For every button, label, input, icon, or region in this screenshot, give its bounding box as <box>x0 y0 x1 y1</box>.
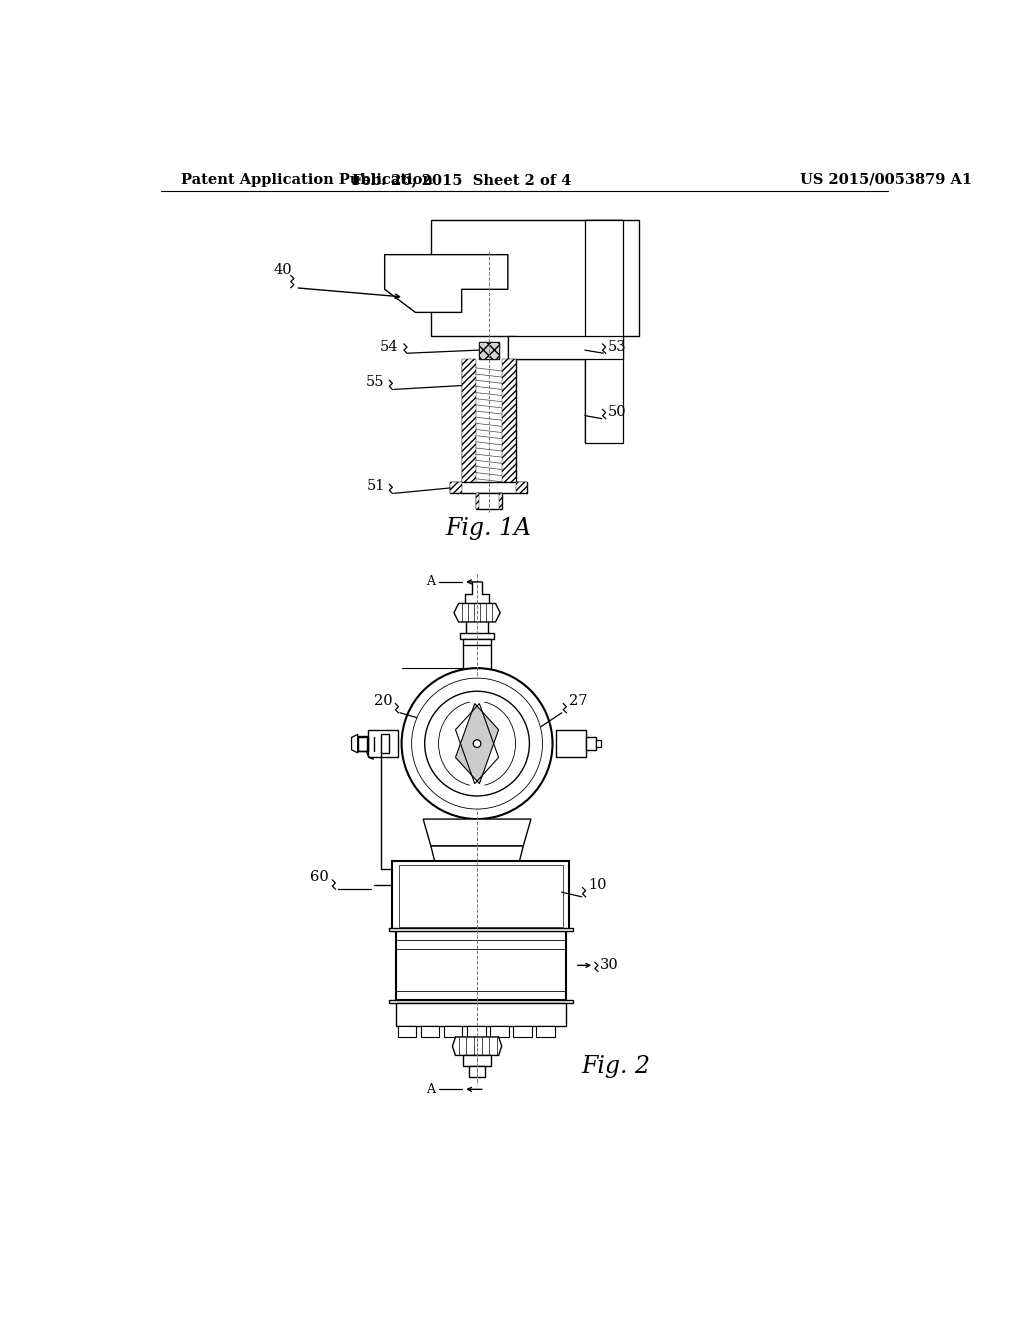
Polygon shape <box>460 634 494 639</box>
Polygon shape <box>508 335 624 359</box>
Text: Fig. 1A: Fig. 1A <box>445 516 531 540</box>
Polygon shape <box>454 603 500 622</box>
Polygon shape <box>431 220 639 359</box>
Polygon shape <box>508 335 624 359</box>
Polygon shape <box>499 494 502 508</box>
Text: 51: 51 <box>367 479 385 492</box>
Text: 40: 40 <box>273 263 292 277</box>
Polygon shape <box>431 846 523 862</box>
Polygon shape <box>381 734 388 752</box>
Polygon shape <box>537 1026 555 1038</box>
Circle shape <box>401 668 553 818</box>
Circle shape <box>425 692 529 796</box>
Text: 27: 27 <box>569 694 588 709</box>
Text: 10: 10 <box>589 878 607 891</box>
Circle shape <box>412 678 543 809</box>
Polygon shape <box>385 255 508 313</box>
Polygon shape <box>369 730 397 758</box>
Text: 55: 55 <box>367 375 385 388</box>
Polygon shape <box>431 220 639 359</box>
Text: 60: 60 <box>310 870 330 884</box>
Polygon shape <box>456 704 499 784</box>
Polygon shape <box>596 739 601 747</box>
Polygon shape <box>388 928 573 931</box>
Polygon shape <box>490 1026 509 1038</box>
Polygon shape <box>469 1067 484 1077</box>
Polygon shape <box>467 1026 485 1038</box>
Polygon shape <box>451 482 527 494</box>
Polygon shape <box>585 220 624 444</box>
Polygon shape <box>502 359 515 490</box>
Text: Feb. 26, 2015  Sheet 2 of 4: Feb. 26, 2015 Sheet 2 of 4 <box>352 173 571 187</box>
Polygon shape <box>478 342 499 359</box>
Text: US 2015/0053879 A1: US 2015/0053879 A1 <box>801 173 973 187</box>
Polygon shape <box>462 359 475 490</box>
Polygon shape <box>475 494 502 508</box>
Polygon shape <box>397 1026 416 1038</box>
Text: 20: 20 <box>374 694 392 709</box>
Polygon shape <box>385 255 508 313</box>
Polygon shape <box>453 1038 502 1056</box>
Circle shape <box>473 739 481 747</box>
Text: Fig. 2: Fig. 2 <box>582 1055 650 1077</box>
Polygon shape <box>396 931 565 1001</box>
Bar <box>478 342 499 359</box>
Polygon shape <box>357 737 369 751</box>
Polygon shape <box>451 482 462 494</box>
Polygon shape <box>463 1056 490 1067</box>
Polygon shape <box>423 818 531 846</box>
Text: 50: 50 <box>608 405 627 420</box>
Polygon shape <box>556 730 586 758</box>
Polygon shape <box>515 482 527 494</box>
Text: 54: 54 <box>380 341 398 354</box>
Text: A: A <box>426 576 435 589</box>
Polygon shape <box>463 639 490 645</box>
Polygon shape <box>586 738 596 750</box>
Text: Patent Application Publication: Patent Application Publication <box>180 173 432 187</box>
Polygon shape <box>392 862 569 931</box>
Polygon shape <box>513 1026 531 1038</box>
Polygon shape <box>475 494 478 508</box>
Polygon shape <box>421 1026 439 1038</box>
Polygon shape <box>585 220 624 444</box>
Polygon shape <box>388 1001 573 1003</box>
Polygon shape <box>396 1003 565 1026</box>
Text: 53: 53 <box>608 341 627 354</box>
Text: A: A <box>426 1082 435 1096</box>
Polygon shape <box>351 734 357 752</box>
Text: 30: 30 <box>600 958 620 973</box>
Polygon shape <box>444 1026 463 1038</box>
